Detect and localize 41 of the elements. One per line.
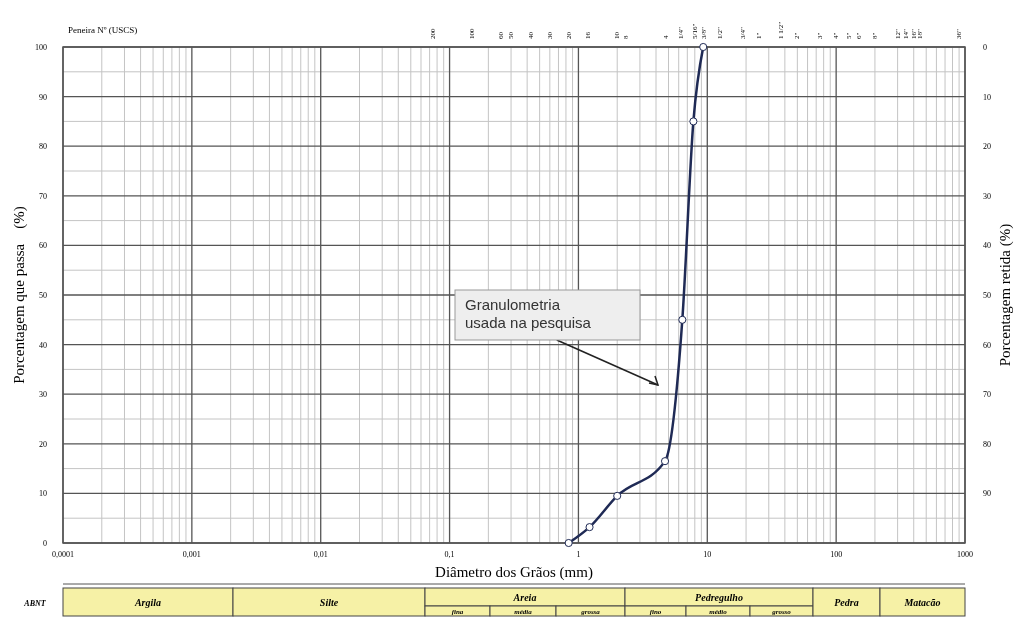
x-tick-label: 0,1 bbox=[444, 550, 455, 559]
y2-tick-label: 20 bbox=[983, 142, 991, 152]
y2-tick-label: 50 bbox=[983, 291, 991, 300]
y-tick-label: 100 bbox=[35, 43, 47, 52]
text: Argila bbox=[133, 597, 162, 608]
y-tick-label: 60 bbox=[39, 241, 47, 251]
y-tick-label: 90 bbox=[39, 92, 47, 102]
annotation: Granulometria usada na pesquisa bbox=[465, 296, 592, 331]
y2-tick-label: 0 bbox=[983, 43, 987, 52]
y-tick-label: 70 bbox=[39, 191, 47, 201]
x-tick-label: 10 bbox=[703, 550, 712, 559]
y-tick-label: 80 bbox=[39, 142, 47, 152]
text: ABNT bbox=[23, 599, 47, 608]
text: Areia bbox=[512, 592, 537, 603]
x-tick-label: 0,001 bbox=[182, 550, 201, 559]
y-tick-label: 50 bbox=[39, 291, 47, 300]
y2-tick-label: 10 bbox=[983, 92, 991, 102]
y2-axis-title: Porcentagem retida (%) bbox=[997, 223, 1014, 367]
y-tick-label: 40 bbox=[39, 340, 47, 350]
y2-tick-label: 80 bbox=[983, 439, 991, 449]
y2-tick-label: 30 bbox=[983, 191, 991, 201]
x-tick-label: 1 bbox=[576, 550, 581, 559]
x-tick-label: 0,0001 bbox=[52, 550, 74, 559]
text: Pedregulho bbox=[695, 592, 743, 603]
y-tick-label: 20 bbox=[39, 439, 47, 449]
x2-axis-title: Peneira Nº (USCS) bbox=[68, 25, 138, 35]
y-axis-title: Porcentagem que passa (%) bbox=[11, 206, 28, 384]
x-axis-title: Diâmetro dos Grãos (mm) bbox=[435, 564, 593, 581]
x-tick-label: 1000 bbox=[957, 550, 973, 559]
x-tick-label: 100 bbox=[830, 550, 843, 559]
y2-tick-label: 90 bbox=[983, 489, 991, 499]
text: Silte bbox=[319, 597, 339, 608]
y-tick-label: 0 bbox=[43, 539, 47, 548]
text: Matacão bbox=[903, 597, 941, 608]
text: Pedra bbox=[834, 597, 859, 608]
y-tick-label: 10 bbox=[39, 489, 47, 499]
y-tick-label: 30 bbox=[39, 390, 47, 400]
x-tick-label: 0,01 bbox=[313, 550, 328, 559]
y2-tick-label: 60 bbox=[983, 340, 991, 350]
y2-tick-label: 40 bbox=[983, 241, 991, 251]
y2-tick-label: 70 bbox=[983, 390, 991, 400]
